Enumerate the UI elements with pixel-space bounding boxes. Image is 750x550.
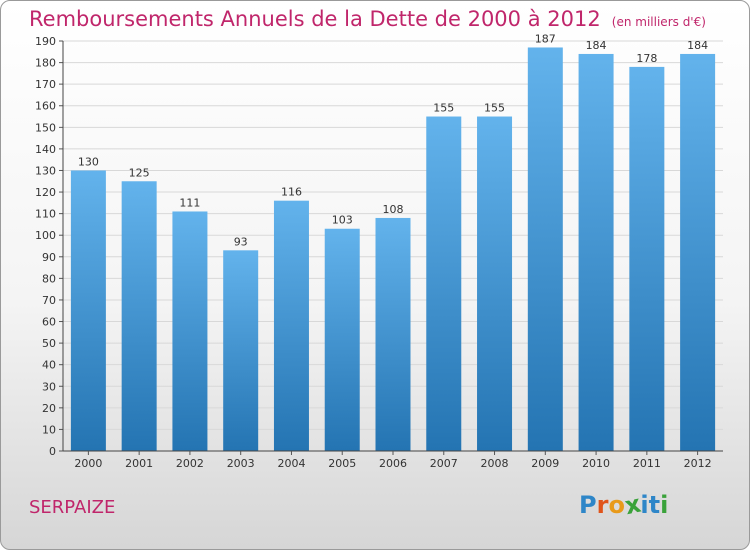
y-tick-label: 50 xyxy=(42,337,56,350)
data-label-2012: 184 xyxy=(687,39,708,52)
y-tick-label: 30 xyxy=(42,380,56,393)
bar-2007 xyxy=(426,116,462,452)
logo-letter: t xyxy=(648,491,661,519)
data-label-2006: 108 xyxy=(383,203,404,216)
x-tick-label-2012: 2012 xyxy=(684,457,712,470)
x-tick-label-2008: 2008 xyxy=(481,457,509,470)
data-label-2009: 187 xyxy=(535,32,556,45)
bar-2005 xyxy=(324,228,360,451)
x-tick-label-2006: 2006 xyxy=(379,457,407,470)
logo-letter: o xyxy=(608,491,625,519)
y-tick-label: 130 xyxy=(35,164,56,177)
data-label-2008: 155 xyxy=(484,102,505,115)
bar-2008 xyxy=(477,116,513,452)
y-tick-label: 190 xyxy=(35,35,56,48)
bar-2000 xyxy=(70,170,106,451)
y-tick-label: 180 xyxy=(35,57,56,70)
commune-name: SERPAIZE xyxy=(29,497,116,518)
y-tick-label: 80 xyxy=(42,272,56,285)
y-tick-label: 140 xyxy=(35,143,56,156)
logo-letter: i xyxy=(660,491,669,519)
x-tick-label-2009: 2009 xyxy=(531,457,559,470)
y-tick-label: 150 xyxy=(35,121,56,134)
data-label-2002: 111 xyxy=(179,196,200,209)
data-label-2001: 125 xyxy=(129,166,150,179)
y-tick-label: 70 xyxy=(42,294,56,307)
x-tick-label-2005: 2005 xyxy=(328,457,356,470)
x-tick-label-2007: 2007 xyxy=(430,457,458,470)
bar-2010 xyxy=(578,53,614,452)
data-label-2010: 184 xyxy=(586,39,607,52)
y-tick-label: 0 xyxy=(49,445,56,458)
data-label-2011: 178 xyxy=(636,52,657,65)
data-label-2007: 155 xyxy=(433,102,454,115)
bar-2011 xyxy=(629,66,665,451)
data-label-2004: 116 xyxy=(281,186,302,199)
bar-2002 xyxy=(172,211,208,451)
y-tick-label: 10 xyxy=(42,423,56,436)
y-tick-label: 170 xyxy=(35,78,56,91)
x-tick-label-2011: 2011 xyxy=(633,457,661,470)
y-tick-label: 110 xyxy=(35,208,56,221)
data-label-2003: 93 xyxy=(234,235,248,248)
y-tick-label: 90 xyxy=(42,251,56,264)
bar-2012 xyxy=(680,53,716,452)
bar-2003 xyxy=(223,250,259,451)
x-tick-label-2002: 2002 xyxy=(176,457,204,470)
chart-title: Remboursements Annuels de la Dette de 20… xyxy=(29,7,706,31)
bar-2009 xyxy=(527,47,563,451)
bar-2001 xyxy=(121,181,157,451)
x-tick-label-2001: 2001 xyxy=(125,457,153,470)
x-tick-label-2003: 2003 xyxy=(227,457,255,470)
proxiti-logo: Proxiti xyxy=(579,490,669,521)
data-label-2005: 103 xyxy=(332,214,353,227)
data-label-2000: 130 xyxy=(78,155,99,168)
chart-unit-note: (en milliers d'€) xyxy=(611,15,706,29)
chart-title-text: Remboursements Annuels de la Dette de 20… xyxy=(29,7,601,31)
y-tick-label: 100 xyxy=(35,229,56,242)
y-tick-label: 120 xyxy=(35,186,56,199)
logo-letter: P xyxy=(579,491,597,519)
y-tick-label: 160 xyxy=(35,100,56,113)
y-tick-label: 60 xyxy=(42,316,56,329)
x-tick-label-2000: 2000 xyxy=(74,457,102,470)
x-tick-label-2004: 2004 xyxy=(277,457,305,470)
y-tick-label: 40 xyxy=(42,359,56,372)
bar-2006 xyxy=(375,217,411,451)
bar-2004 xyxy=(273,200,309,451)
y-tick-label: 20 xyxy=(42,402,56,415)
logo-letter: i xyxy=(640,491,649,519)
logo-letter: r xyxy=(596,491,609,519)
x-tick-label-2010: 2010 xyxy=(582,457,610,470)
